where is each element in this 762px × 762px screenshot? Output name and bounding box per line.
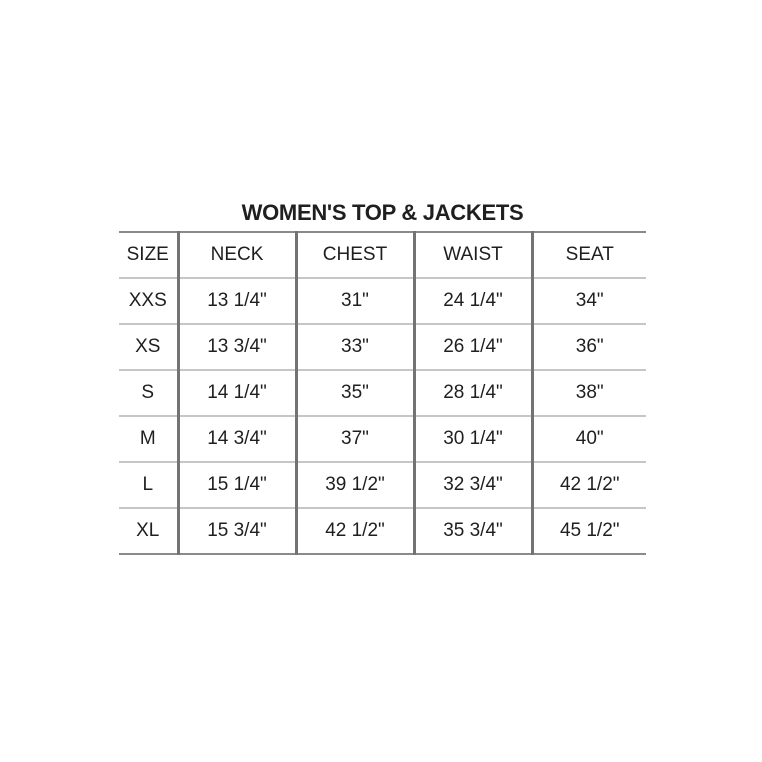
size-label: XL <box>119 507 178 554</box>
chest-measurement: 39 1/2" <box>294 461 414 508</box>
column-header-size: SIZE <box>126 244 169 265</box>
chest-measurement: 37" <box>294 415 414 462</box>
waist-measurement: 35 3/4" <box>412 507 532 554</box>
column-header-seat: SEAT <box>530 232 646 278</box>
neck-measurement: 13 1/4" <box>176 277 296 324</box>
seat-measurement: 36" <box>530 323 646 370</box>
header-row: SIZE NECK CHEST WAIST SEAT <box>119 232 646 278</box>
waist-measurement: 32 3/4" <box>412 461 532 508</box>
table-row-m: M 14 3/4" 37" 30 1/4" 40" <box>119 415 646 462</box>
column-header-waist: WAIST <box>412 232 532 278</box>
size-label: XXS <box>119 277 178 324</box>
neck-measurement: 15 1/4" <box>176 461 296 508</box>
table-row-xs: XS 13 3/4" 33" 26 1/4" 36" <box>119 323 646 370</box>
waist-measurement: 24 1/4" <box>412 277 532 324</box>
chest-measurement: 42 1/2" <box>294 507 414 554</box>
seat-measurement: 38" <box>530 369 646 416</box>
column-header-neck: NECK <box>176 232 296 278</box>
waist-measurement: 26 1/4" <box>412 323 532 370</box>
size-label: L <box>119 461 178 508</box>
neck-measurement: 14 1/4" <box>176 369 296 416</box>
neck-measurement: 13 3/4" <box>176 323 296 370</box>
chest-measurement: 31" <box>294 277 414 324</box>
size-chart-table: SIZE NECK CHEST WAIST SEAT XXS 13 1/4" 3… <box>119 231 646 555</box>
table-row-s: S 14 1/4" 35" 28 1/4" 38" <box>119 369 646 416</box>
seat-measurement: 42 1/2" <box>530 461 646 508</box>
column-header-chest: CHEST <box>294 232 414 278</box>
size-label: M <box>119 415 178 462</box>
seat-measurement: 45 1/2" <box>530 507 646 554</box>
seat-measurement: 34" <box>530 277 646 324</box>
waist-measurement: 28 1/4" <box>412 369 532 416</box>
seat-measurement: 40" <box>530 415 646 462</box>
table-row-xxs: XXS 13 1/4" 31" 24 1/4" 34" <box>119 277 646 324</box>
neck-measurement: 14 3/4" <box>176 415 296 462</box>
chart-title: WOMEN'S TOP & JACKETS <box>241 200 524 225</box>
waist-measurement: 30 1/4" <box>412 415 532 462</box>
size-label: S <box>119 369 178 416</box>
size-label: XS <box>119 323 178 370</box>
neck-measurement: 15 3/4" <box>176 507 296 554</box>
chest-measurement: 35" <box>294 369 414 416</box>
chest-measurement: 33" <box>294 323 414 370</box>
table-row-xl: XL 15 3/4" 42 1/2" 35 3/4" 45 1/2" <box>119 507 646 554</box>
table-row-l: L 15 1/4" 39 1/2" 32 3/4" 42 1/2" <box>119 461 646 508</box>
